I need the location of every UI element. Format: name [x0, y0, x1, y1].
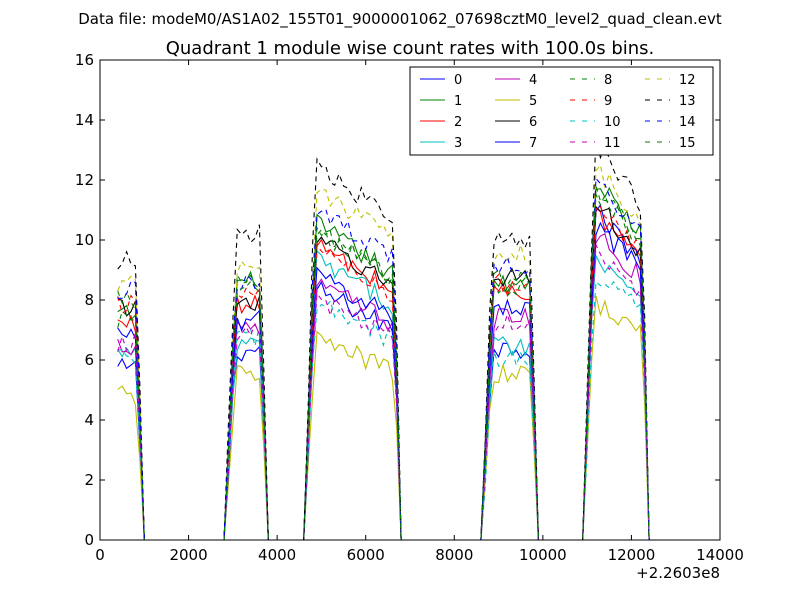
- legend-label-5: 5: [529, 94, 537, 109]
- x-tick-label: 14000: [696, 546, 744, 564]
- x-tick-label: 6000: [347, 546, 385, 564]
- y-tick-label: 8: [84, 291, 94, 309]
- series-line-0: [117, 203, 650, 541]
- x-axis-offset-label: +2.2603e8: [636, 564, 720, 582]
- y-tick-label: 0: [84, 531, 94, 549]
- series-line-13: [117, 136, 650, 541]
- series-line-6: [117, 205, 650, 541]
- legend-label-0: 0: [454, 73, 462, 88]
- series-line-8: [117, 185, 650, 541]
- series-line-3: [117, 249, 650, 541]
- x-tick-label: 8000: [435, 546, 473, 564]
- y-tick-label: 2: [84, 471, 94, 489]
- series-line-11: [117, 244, 650, 541]
- series-line-12: [117, 163, 650, 541]
- x-tick-label: 0: [95, 546, 105, 564]
- series-line-1: [117, 186, 650, 541]
- legend-label-8: 8: [604, 73, 612, 88]
- legend-label-7: 7: [529, 136, 537, 151]
- x-tick-label: 12000: [608, 546, 656, 564]
- legend-label-1: 1: [454, 94, 462, 109]
- legend-label-9: 9: [604, 94, 612, 109]
- chart-suptitle: Data file: modeM0/AS1A02_155T01_90000010…: [78, 10, 722, 29]
- series-line-7: [117, 221, 650, 541]
- legend-label-2: 2: [454, 115, 462, 130]
- series-line-10: [117, 280, 650, 541]
- chart-title: Quadrant 1 module wise count rates with …: [166, 38, 655, 59]
- legend-label-10: 10: [604, 115, 621, 130]
- x-tick-label: 4000: [258, 546, 296, 564]
- y-tick-label: 14: [75, 111, 94, 129]
- y-tick-label: 12: [75, 171, 94, 189]
- series-line-4: [117, 233, 650, 541]
- legend-label-12: 12: [679, 73, 696, 88]
- series-line-14: [117, 177, 650, 541]
- legend-label-14: 14: [679, 115, 696, 130]
- y-tick-label: 4: [84, 411, 94, 429]
- y-tick-label: 16: [75, 51, 94, 69]
- legend-frame: [409, 66, 714, 156]
- legend-label-13: 13: [679, 94, 696, 109]
- series-line-2: [117, 206, 650, 541]
- legend-label-4: 4: [529, 73, 537, 88]
- legend-label-3: 3: [454, 136, 462, 151]
- legend-label-15: 15: [679, 136, 696, 151]
- legend-label-11: 11: [604, 136, 621, 151]
- legend-label-6: 6: [529, 115, 537, 130]
- y-tick-label: 6: [84, 351, 94, 369]
- x-tick-label: 2000: [169, 546, 207, 564]
- x-tick-label: 10000: [519, 546, 567, 564]
- series-line-5: [117, 295, 650, 541]
- series-line-9: [117, 206, 650, 541]
- y-tick-label: 10: [75, 231, 94, 249]
